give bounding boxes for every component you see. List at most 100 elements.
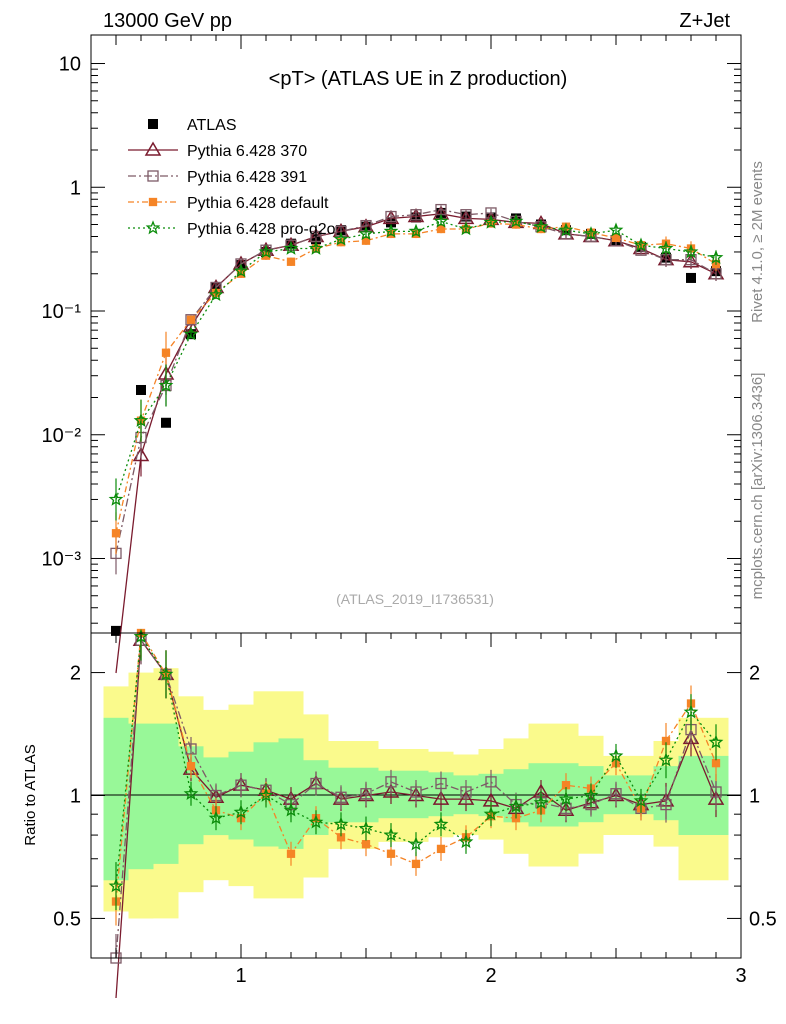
- series-pq2o: [108, 213, 724, 521]
- data-point-pq2o: [558, 222, 574, 237]
- data-point-pq2o: [683, 244, 699, 259]
- data-point-pq2o: [433, 213, 449, 228]
- data-point-pq2o: [558, 791, 574, 806]
- data-point-pq2o: [583, 226, 599, 241]
- data-point-pdef: [386, 849, 396, 858]
- data-point-pq2o: [508, 213, 524, 228]
- legend-marker: [147, 170, 159, 182]
- legend-label: Pythia 6.428 default: [187, 195, 329, 212]
- data-point-pdef: [186, 761, 196, 771]
- data-point-p391: [310, 777, 322, 790]
- data-point-pq2o: [508, 798, 524, 813]
- data-point-pq2o: [183, 326, 199, 341]
- mcplots-label: mcplots.cern.ch [arXiv:1306.3436]: [749, 373, 766, 600]
- legend-label: Pythia 6.428 pro-q2o: [187, 221, 336, 238]
- ratio-ylabel: Ratio to ATLAS: [22, 744, 39, 845]
- legend-item-pdef: Pythia 6.428 default: [128, 195, 329, 212]
- data-point-pq2o: [158, 666, 174, 681]
- x-axis: 1 2 3: [90, 35, 747, 987]
- data-point-p391: [435, 777, 447, 790]
- y-tick-label: 0.5: [53, 908, 81, 930]
- data-point-atlas: [111, 625, 121, 636]
- legend-item-pq2o: Pythia 6.428 pro-q2o: [128, 220, 336, 238]
- legend-item-atlas: ATLAS: [148, 117, 237, 134]
- data-point-p391: [385, 210, 397, 223]
- y-tick-label-right: 2: [749, 663, 760, 685]
- data-point-pq2o: [183, 785, 199, 801]
- data-point-pq2o: [283, 802, 299, 817]
- data-point-pq2o: [633, 793, 649, 808]
- ratio-y-axis: 2 2 1 1 0.5 0.5: [53, 663, 777, 959]
- data-point-pq2o: [108, 878, 124, 893]
- data-point-pq2o: [358, 820, 374, 835]
- y-tick-label-right: 1: [749, 786, 760, 808]
- data-point-pq2o: [258, 244, 274, 259]
- legend-marker: [148, 119, 158, 129]
- data-point-pq2o: [233, 263, 249, 278]
- chart-title: <pT> (ATLAS UE in Z production): [269, 68, 568, 90]
- legend-label: ATLAS: [187, 117, 237, 134]
- x-tick-label: 2: [485, 965, 496, 987]
- data-point-pq2o: [133, 412, 149, 427]
- x-tick-label: 1: [235, 965, 246, 987]
- data-point-atlas: [136, 384, 146, 395]
- data-point-p391: [385, 776, 397, 788]
- legend-label: Pythia 6.428 391: [187, 169, 307, 186]
- data-point-pq2o: [308, 240, 324, 255]
- data-point-pdef: [611, 233, 621, 243]
- y-tick-label: 1: [70, 177, 81, 199]
- series-pdef: [111, 219, 721, 555]
- data-point-p391: [360, 788, 372, 800]
- data-point-pq2o: [283, 240, 299, 255]
- ratio-panel: 2 2 1 1 0.5 0.5 1 2 3 Ratio to ATLAS: [22, 35, 777, 999]
- data-point-pq2o: [333, 816, 349, 831]
- data-point-pdef: [711, 759, 721, 768]
- data-point-p391: [410, 786, 422, 798]
- main-panel: 10 1 10⁻¹ 10⁻² 10⁻³ <pT> (ATLAS UE in Z prod…: [42, 34, 742, 674]
- data-point-pq2o: [208, 810, 224, 825]
- legend-label: Pythia 6.428 370: [187, 143, 307, 160]
- data-point-p391: [185, 314, 197, 326]
- legend-marker: [145, 220, 161, 235]
- rivet-label: Rivet 4.1.0, ≥ 2M events: [749, 161, 766, 323]
- x-tick-label: 3: [735, 965, 746, 987]
- data-point-p391: [335, 791, 347, 803]
- data-point-p391: [610, 788, 622, 800]
- data-point-pq2o: [158, 377, 174, 392]
- data-point-pdef: [161, 348, 171, 357]
- data-point-p391: [660, 798, 672, 811]
- data-point-pdef: [411, 859, 421, 869]
- data-point-pdef: [436, 224, 446, 234]
- data-point-pdef: [286, 257, 296, 266]
- analysis-id: (ATLAS_2019_I1736531): [336, 591, 494, 607]
- data-point-pq2o: [258, 787, 274, 802]
- data-point-pq2o: [633, 237, 649, 252]
- data-point-pdef: [186, 315, 196, 324]
- data-point-pdef: [286, 849, 296, 858]
- data-point-pq2o: [133, 628, 149, 643]
- data-point-atlas: [161, 417, 171, 428]
- data-point-pq2o: [458, 221, 474, 236]
- data-point-pq2o: [108, 491, 124, 506]
- data-point-atlas: [686, 272, 696, 283]
- legend-marker: [144, 141, 162, 156]
- data-point-p391: [460, 786, 472, 798]
- data-point-p391: [235, 779, 247, 791]
- data-point-pq2o: [483, 214, 499, 229]
- data-point-pq2o: [533, 218, 549, 234]
- y-tick-label: 2: [70, 663, 81, 685]
- data-point-pq2o: [608, 222, 624, 237]
- data-point-pq2o: [708, 734, 724, 749]
- data-point-pq2o: [483, 806, 499, 821]
- band-inner-bin: [153, 723, 179, 864]
- data-point-pq2o: [658, 240, 674, 255]
- data-point-pq2o: [433, 816, 449, 831]
- main-y-axis: 10 1 10⁻¹ 10⁻² 10⁻³: [42, 54, 741, 624]
- y-tick-label-right: 0.5: [749, 908, 777, 930]
- y-tick-label: 10⁻²: [42, 425, 82, 447]
- data-point-p391: [410, 209, 422, 221]
- main-series-layer: [108, 203, 725, 674]
- data-point-pdef: [436, 844, 446, 854]
- data-point-pq2o: [308, 814, 324, 829]
